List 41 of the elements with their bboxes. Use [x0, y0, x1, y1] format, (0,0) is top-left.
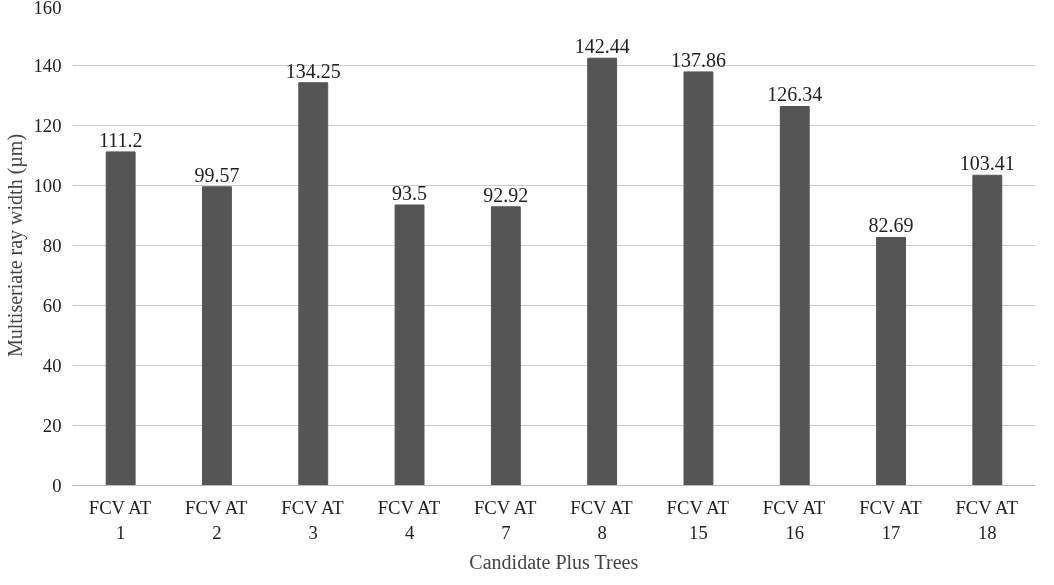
y-tick-label: 140: [33, 55, 62, 76]
bar: [972, 174, 1003, 486]
data-label: 82.69: [868, 214, 914, 237]
bar: [779, 105, 810, 486]
data-label: 103.41: [959, 152, 1015, 175]
bar: [490, 206, 521, 486]
x-tick-label: FCV AT 2: [185, 496, 249, 543]
x-tick-label: FCV AT 18: [955, 496, 1019, 543]
data-label: 99.57: [194, 163, 240, 186]
bar: [298, 82, 329, 486]
bar: [105, 151, 136, 486]
data-label: 142.44: [574, 35, 630, 58]
y-tick-label: 100: [33, 175, 62, 196]
data-label: 111.2: [98, 128, 143, 151]
y-tick-label: 20: [42, 415, 62, 436]
data-label: 126.34: [767, 83, 823, 106]
y-tick-label: 0: [52, 475, 62, 496]
x-tick-label: FCV AT 16: [762, 496, 826, 543]
x-tick-label: FCV AT 8: [570, 496, 634, 543]
data-label: 92.92: [483, 183, 529, 206]
data-label: 137.86: [670, 48, 726, 71]
bar: [876, 236, 906, 486]
x-tick-label: FCV AT 15: [666, 496, 730, 543]
y-tick-label: 80: [42, 235, 62, 256]
bar: [202, 186, 232, 486]
x-tick-label: FCV AT 7: [473, 496, 537, 543]
data-label: 93.5: [392, 182, 428, 204]
x-tick-label: FCV AT 17: [859, 496, 923, 543]
x-tick-label: FCV AT 1: [88, 496, 152, 543]
y-axis-title: Multiseriate ray width (µm): [3, 133, 27, 358]
y-tick-label: 120: [33, 115, 62, 136]
x-tick-label: FCV AT 3: [281, 496, 345, 543]
x-axis-title: Candidate Plus Trees: [469, 550, 639, 573]
bar: [683, 71, 714, 486]
y-tick-label: 60: [42, 295, 62, 316]
y-tick-label: 40: [42, 355, 62, 376]
x-tick-label: FCV AT 4: [377, 496, 441, 543]
y-tick-label: 160: [33, 0, 62, 18]
data-label: 134.25: [285, 59, 341, 82]
bar: [587, 57, 618, 486]
bar: [394, 204, 425, 486]
